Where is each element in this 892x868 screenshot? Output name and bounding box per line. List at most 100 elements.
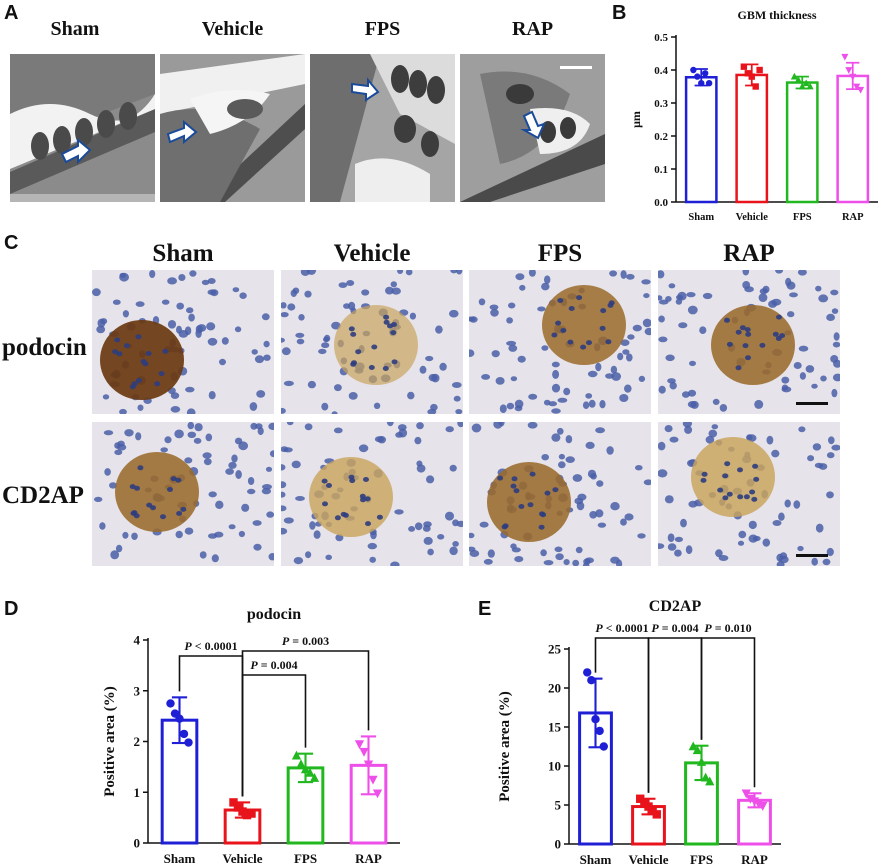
ihc-label-rap: RAP xyxy=(723,240,775,267)
point-rap xyxy=(758,802,768,811)
bar-rap xyxy=(836,74,870,204)
point-vehicle xyxy=(740,63,748,70)
y-tick-label: 0.5 xyxy=(654,32,668,44)
y-tick-label: 15 xyxy=(548,720,562,735)
point-vehicle xyxy=(636,794,645,803)
ihc-image-cd2ap-fps xyxy=(469,422,651,566)
panel-letter-d: D xyxy=(4,598,19,620)
point-rap xyxy=(368,775,378,785)
point-vehicle xyxy=(752,83,759,90)
point-rap xyxy=(745,794,755,804)
y-tick-label: 2 xyxy=(134,734,141,749)
point-sham xyxy=(698,80,705,87)
y-tick-label: 0.3 xyxy=(654,98,668,110)
point-fps xyxy=(790,72,798,80)
p-value: = 0.003 xyxy=(289,634,329,648)
point-vehicle xyxy=(238,807,247,816)
point-rap xyxy=(354,740,365,750)
point-fps xyxy=(305,767,315,777)
significance-bracket xyxy=(241,674,307,797)
ihc-image-cd2ap-rap xyxy=(658,422,840,566)
y-tick-label: 0 xyxy=(134,836,141,851)
ihc-label-vehicle: Vehicle xyxy=(333,240,411,267)
significance-label: P = 0.004 xyxy=(250,658,297,672)
point-fps xyxy=(701,772,711,782)
point-sham xyxy=(175,714,184,723)
bar-vehicle xyxy=(735,73,769,204)
point-rap xyxy=(741,789,751,799)
significance-bracket xyxy=(594,637,650,793)
significance-bracket xyxy=(647,637,703,793)
em-label-fps: FPS xyxy=(364,18,401,40)
significance-label: P = 0.004 xyxy=(651,621,698,635)
significance-label: P = 0.010 xyxy=(704,621,751,635)
panel-letter-c: C xyxy=(4,232,19,254)
point-rap xyxy=(857,86,865,94)
p-value: < 0.0001 xyxy=(192,639,238,653)
significance-label: P < 0.0001 xyxy=(595,621,648,635)
ihc-image-podocin-sham xyxy=(92,270,274,414)
chart-title: CD2AP xyxy=(649,598,702,615)
em-image-sham xyxy=(10,54,155,202)
chart-podocin: podocin Positive area (%) 0 1 2 3 4 Sham Vehicle… xyxy=(102,606,400,866)
point-sham xyxy=(583,668,592,677)
point-vehicle xyxy=(242,810,252,820)
p-value: = 0.004 xyxy=(659,621,699,635)
y-tick-label: 0.0 xyxy=(654,197,668,209)
em-label-vehicle: Vehicle xyxy=(201,18,264,40)
y-tick-label: 4 xyxy=(134,633,141,648)
point-rap xyxy=(359,747,369,757)
scale-bar xyxy=(796,554,828,557)
point-rap xyxy=(363,760,374,770)
significance-bracket xyxy=(241,650,370,797)
ihc-row-label-cd2ap: CD2AP xyxy=(2,482,84,509)
point-sham xyxy=(701,70,709,77)
point-sham xyxy=(179,729,189,739)
x-tick-label-sham: Sham xyxy=(164,851,196,866)
chart-title: podocin xyxy=(247,606,301,623)
point-sham xyxy=(591,715,600,724)
chart-gbm-thickness: GBM thickness μm 0.0 0.1 0.2 0.3 0.4 0.5 Sham Veh… xyxy=(629,8,878,223)
chart-title: GBM thickness xyxy=(737,8,816,22)
point-rap xyxy=(853,83,861,91)
p-symbol: P xyxy=(651,621,659,635)
point-rap xyxy=(841,53,849,61)
point-fps xyxy=(300,764,311,774)
p-symbol: P xyxy=(704,621,712,635)
point-fps xyxy=(692,745,702,755)
point-fps xyxy=(794,76,802,83)
y-tick-label: 5 xyxy=(555,798,562,813)
point-rap xyxy=(749,797,760,807)
point-rap xyxy=(845,67,853,74)
point-sham xyxy=(599,742,608,751)
significance-bracket xyxy=(700,637,756,788)
y-tick-label: 25 xyxy=(548,642,562,657)
bar-sham xyxy=(684,76,718,204)
p-value: = 0.004 xyxy=(258,658,298,672)
p-symbol: P xyxy=(250,658,258,672)
panel-letter-a: A xyxy=(4,2,19,24)
x-tick-label-sham: Sham xyxy=(688,212,714,223)
point-fps xyxy=(696,757,707,766)
x-tick-label-rap: RAP xyxy=(741,852,768,867)
p-value: = 0.010 xyxy=(712,621,752,635)
point-vehicle xyxy=(229,798,238,807)
p-symbol: P xyxy=(282,634,290,648)
point-fps xyxy=(802,79,810,87)
x-tick-label-vehicle: Vehicle xyxy=(736,212,769,223)
significance-label: P = 0.003 xyxy=(282,634,329,648)
ihc-label-sham: Sham xyxy=(152,240,214,267)
ihc-label-fps: FPS xyxy=(537,240,583,267)
x-tick-label-fps: FPS xyxy=(294,851,317,866)
point-fps xyxy=(296,759,306,769)
point-sham xyxy=(690,66,697,74)
point-rap xyxy=(372,789,383,799)
bar-fps xyxy=(785,81,819,204)
p-symbol: P xyxy=(595,621,603,635)
significance-bracket xyxy=(178,655,244,797)
ihc-image-cd2ap-sham xyxy=(92,422,274,566)
y-tick-label: 0 xyxy=(555,837,562,852)
x-tick-label-fps: FPS xyxy=(793,212,812,223)
point-vehicle xyxy=(748,73,755,80)
y-tick-label: 0.2 xyxy=(654,131,668,143)
